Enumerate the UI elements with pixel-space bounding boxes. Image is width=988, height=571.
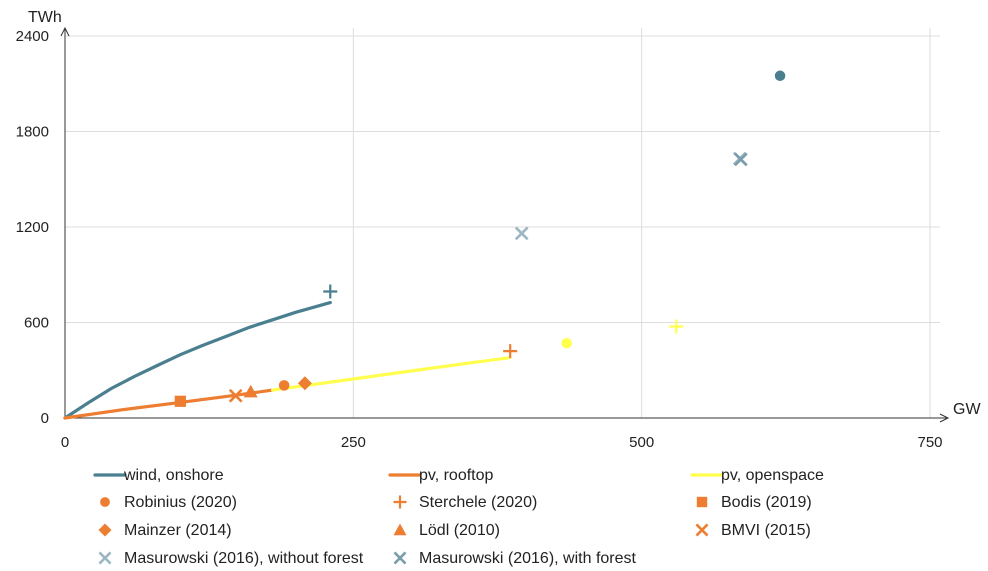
data-point [561, 337, 572, 349]
x-tick-label: 750 [917, 434, 942, 451]
legend-label: wind, onshore [123, 467, 224, 484]
data-point [278, 380, 290, 391]
y-axis-label: TWh [28, 9, 62, 26]
legend-item: wind, onshore [93, 467, 224, 484]
data-point [733, 152, 748, 167]
y-tick-label: 2400 [16, 28, 49, 45]
series-line [63, 388, 275, 420]
data-point [243, 384, 258, 398]
legend-label: pv, rooftop [419, 467, 494, 484]
legend-label: Sterchele (2020) [419, 494, 537, 511]
legend-label: Lödl (2010) [419, 522, 500, 539]
legend-label: Bodis (2019) [721, 494, 812, 511]
legend-label: Masurowski (2016), with forest [419, 550, 637, 567]
y-tick-label: 600 [24, 315, 49, 332]
series-line [271, 356, 511, 392]
x-tick-label: 500 [629, 434, 654, 451]
y-axis-arrow [60, 26, 70, 37]
legend-item: Robinius (2020) [100, 494, 237, 511]
legend-marker [696, 496, 708, 508]
legend-marker [98, 523, 112, 537]
legend-marker [393, 523, 407, 536]
data-point [503, 344, 518, 359]
data-series [63, 301, 511, 420]
data-point [297, 376, 312, 391]
series-line [63, 301, 332, 420]
legend-label: Mainzer (2014) [124, 522, 232, 539]
legend-label: BMVI (2015) [721, 522, 811, 539]
data-point [514, 226, 529, 241]
data-point [669, 319, 684, 334]
legend-label: Masurowski (2016), without forest [124, 550, 364, 567]
legend-item: Lödl (2010) [393, 522, 500, 539]
data-point [323, 284, 338, 299]
y-tick-label: 1200 [16, 219, 49, 236]
legend-item: Sterchele (2020) [393, 494, 537, 511]
data-point [228, 388, 243, 403]
legend-item: Masurowski (2016), with forest [393, 550, 637, 567]
legend: wind, onshore pv, rooftop pv, openspace Rob… [93, 467, 824, 567]
data-point [774, 70, 786, 82]
legend-marker [98, 551, 112, 565]
legend-marker [695, 523, 709, 537]
legend-item: pv, rooftop [388, 467, 494, 484]
legend-item: BMVI (2015) [695, 522, 811, 539]
legend-item: Mainzer (2014) [98, 522, 232, 539]
y-tick-label: 1800 [16, 124, 49, 141]
x-tick-label: 250 [341, 434, 366, 451]
tick-labels: 0 600 1200 1800 2400 0 250 500 750 [16, 28, 943, 451]
legend-label: pv, openspace [721, 467, 824, 484]
legend-marker [393, 551, 407, 565]
x-axis-label: GW [953, 401, 981, 418]
y-tick-label: 0 [41, 410, 49, 427]
axes [60, 26, 950, 423]
x-tick-label: 0 [61, 434, 69, 451]
legend-label: Robinius (2020) [124, 494, 237, 511]
legend-item: Masurowski (2016), without forest [98, 550, 364, 567]
legend-item: pv, openspace [690, 467, 824, 484]
data-markers [174, 70, 786, 407]
x-axis-arrow [939, 413, 950, 423]
grid [65, 28, 940, 418]
legend-item: Bodis (2019) [696, 494, 812, 511]
data-point [174, 395, 186, 407]
legend-marker [100, 497, 110, 507]
legend-marker [393, 495, 407, 509]
